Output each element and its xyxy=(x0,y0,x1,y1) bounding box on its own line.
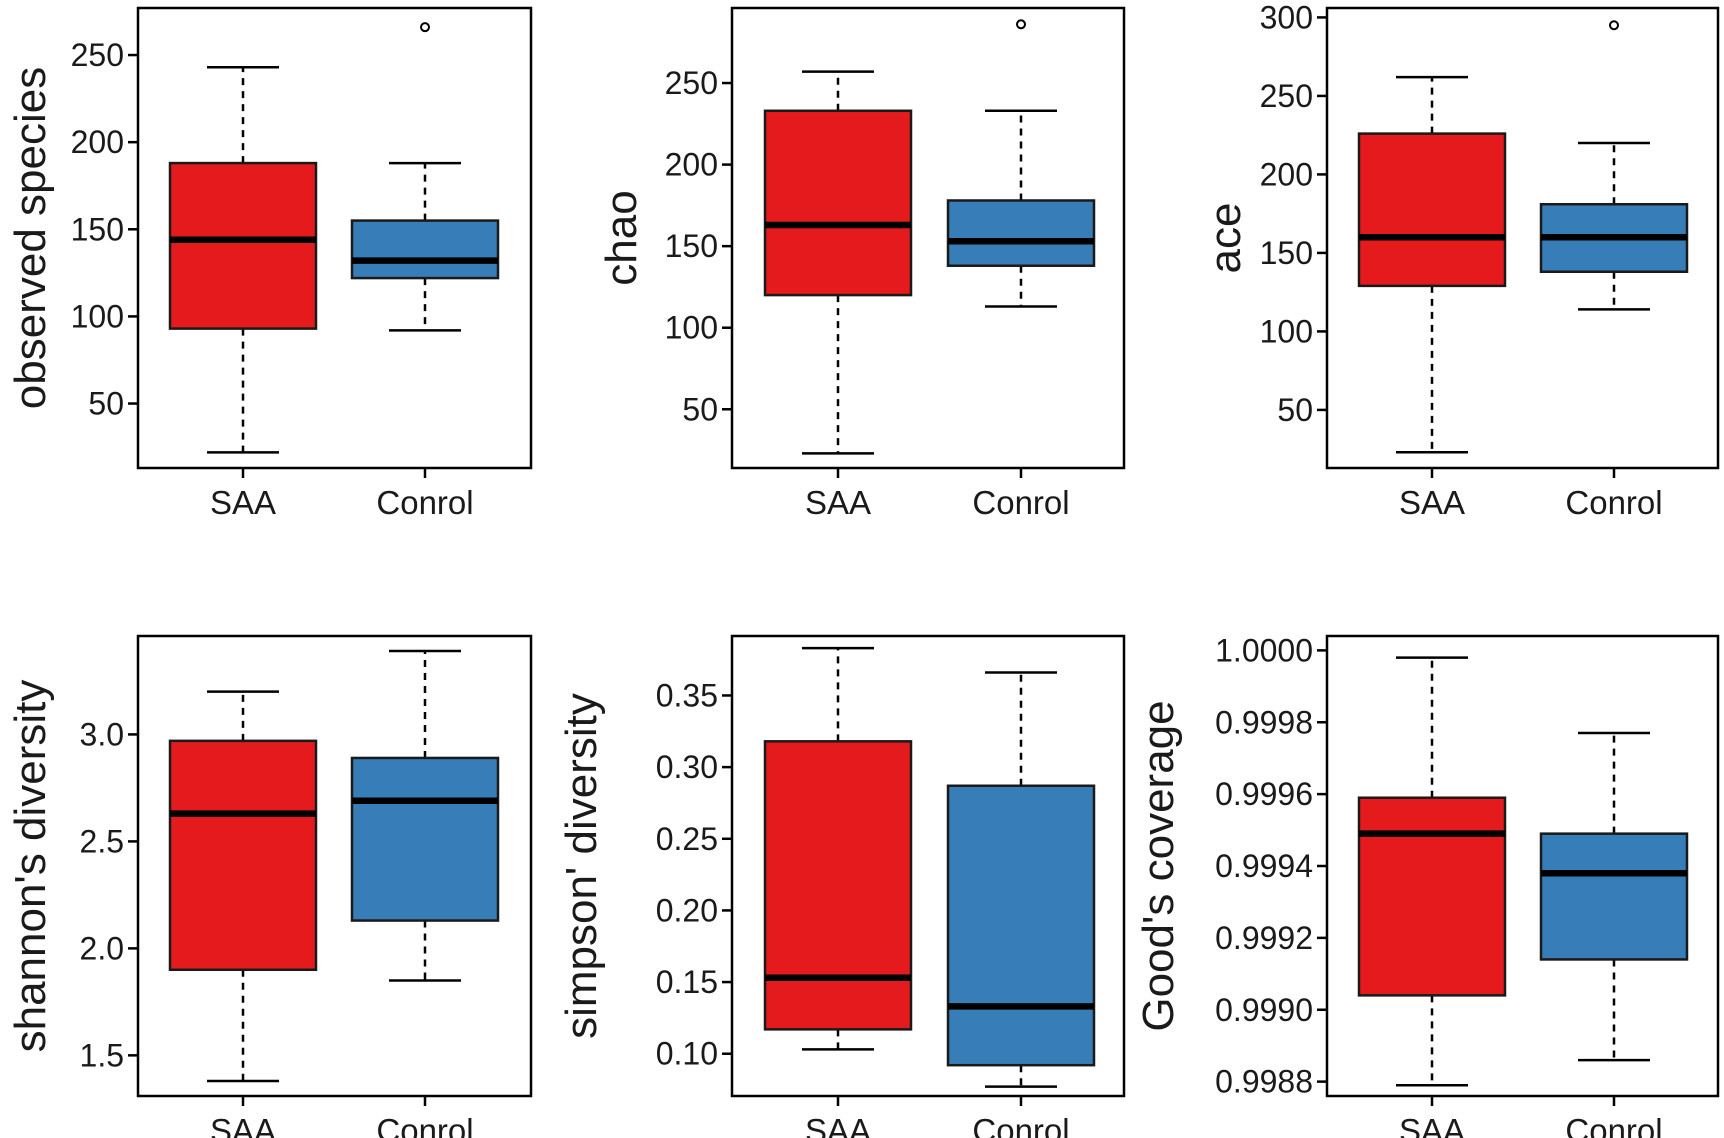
panel-1-control-outlier xyxy=(420,22,430,33)
panel-2-ytick-label: 100 xyxy=(665,310,718,346)
panel-2-control-outlier xyxy=(1016,19,1026,30)
panel-1-ytick-label: 50 xyxy=(88,386,124,422)
panel-3-saa-box xyxy=(1357,132,1507,288)
panel-2-control-box xyxy=(946,199,1096,267)
panel-6-ytick-label: 0.9998 xyxy=(1215,704,1313,740)
panel-2-ytick-label: 50 xyxy=(682,391,718,427)
panel-2-frame xyxy=(730,6,1126,470)
panel-5-saa-box xyxy=(763,740,913,1031)
panel-5-control-category-label: Conrol xyxy=(972,1112,1069,1138)
panel-1-frame xyxy=(136,6,533,470)
panel-2-saa-category-label: SAA xyxy=(805,484,871,521)
panel-5-ytick-label: 0.30 xyxy=(656,749,718,785)
panel-4-control-category-label: Conrol xyxy=(376,1112,473,1138)
panel-4-ytick-label: 2.0 xyxy=(80,930,124,966)
panel-1-ytick-label: 250 xyxy=(71,37,124,73)
panel-5-ytick-label: 0.35 xyxy=(656,677,718,713)
panel-1-ytick-label: 200 xyxy=(71,124,124,160)
panel-5-ytick-label: 0.20 xyxy=(656,892,718,928)
panel-3-ytick-label: 300 xyxy=(1260,0,1313,35)
panel-3-ytick-label: 50 xyxy=(1277,392,1313,428)
panel-6-ytick-label: 0.9990 xyxy=(1215,992,1313,1028)
panel-4-ytick-label: 3.0 xyxy=(80,716,124,752)
panel-6-ytick-label: 0.9988 xyxy=(1215,1064,1313,1100)
panel-1-saa-box xyxy=(168,161,318,330)
panel-5-ytick-label: 0.10 xyxy=(656,1036,718,1072)
panel-2-ylabel: chao xyxy=(597,190,646,285)
panel-5-frame xyxy=(730,634,1126,1098)
panel-4-ytick-label: 2.5 xyxy=(80,823,124,859)
panel-5-control-box xyxy=(946,784,1096,1067)
panel-5-ylabel: simpson' diversity xyxy=(557,693,606,1039)
panel-1-control-box xyxy=(350,219,500,280)
panel-6-ytick-label: 0.9994 xyxy=(1215,848,1313,884)
panel-6-ytick-label: 0.9996 xyxy=(1215,776,1313,812)
panel-6-saa-category-label: SAA xyxy=(1399,1112,1465,1138)
panel-4-control-box xyxy=(350,756,500,922)
panel-2-control-category-label: Conrol xyxy=(972,484,1069,521)
panel-3-ylabel: ace xyxy=(1201,203,1250,274)
panel-6-saa-box xyxy=(1357,796,1507,997)
panel-3-ytick-label: 100 xyxy=(1260,313,1313,349)
panel-3-ytick-label: 200 xyxy=(1260,156,1313,192)
panel-6-control-box xyxy=(1539,832,1689,961)
panel-1-ytick-label: 150 xyxy=(71,211,124,247)
panel-4-saa-box xyxy=(168,739,318,972)
panel-3-frame xyxy=(1325,6,1720,470)
panel-3-saa-category-label: SAA xyxy=(1399,484,1465,521)
panel-1-saa-category-label: SAA xyxy=(210,484,276,521)
panel-4-ylabel: shannon's diversity xyxy=(6,680,55,1053)
panel-4-saa-category-label: SAA xyxy=(210,1112,276,1138)
panel-6-ylabel: Good's coverage xyxy=(1134,700,1183,1031)
panel-3-control-category-label: Conrol xyxy=(1565,484,1662,521)
panel-3-control-outlier xyxy=(1609,20,1619,31)
panel-6-control-category-label: Conrol xyxy=(1565,1112,1662,1138)
panel-3-ytick-label: 250 xyxy=(1260,78,1313,114)
panel-2-ytick-label: 250 xyxy=(665,65,718,101)
panel-3-ytick-label: 150 xyxy=(1260,235,1313,271)
panel-4-ytick-label: 1.5 xyxy=(80,1037,124,1073)
panel-1-ytick-label: 100 xyxy=(71,298,124,334)
panel-4-frame xyxy=(136,634,533,1098)
panel-5-ytick-label: 0.15 xyxy=(656,964,718,1000)
panel-2-ytick-label: 150 xyxy=(665,228,718,264)
panel-6-ytick-label: 0.9992 xyxy=(1215,920,1313,956)
panel-2-saa-box xyxy=(763,109,913,297)
panel-1-ylabel: observed species xyxy=(6,67,55,409)
panel-2-ytick-label: 200 xyxy=(665,147,718,183)
panel-5-saa-category-label: SAA xyxy=(805,1112,871,1138)
panel-5-ytick-label: 0.25 xyxy=(656,821,718,857)
panel-1-control-category-label: Conrol xyxy=(376,484,473,521)
panel-6-ytick-label: 1.0000 xyxy=(1215,632,1313,668)
